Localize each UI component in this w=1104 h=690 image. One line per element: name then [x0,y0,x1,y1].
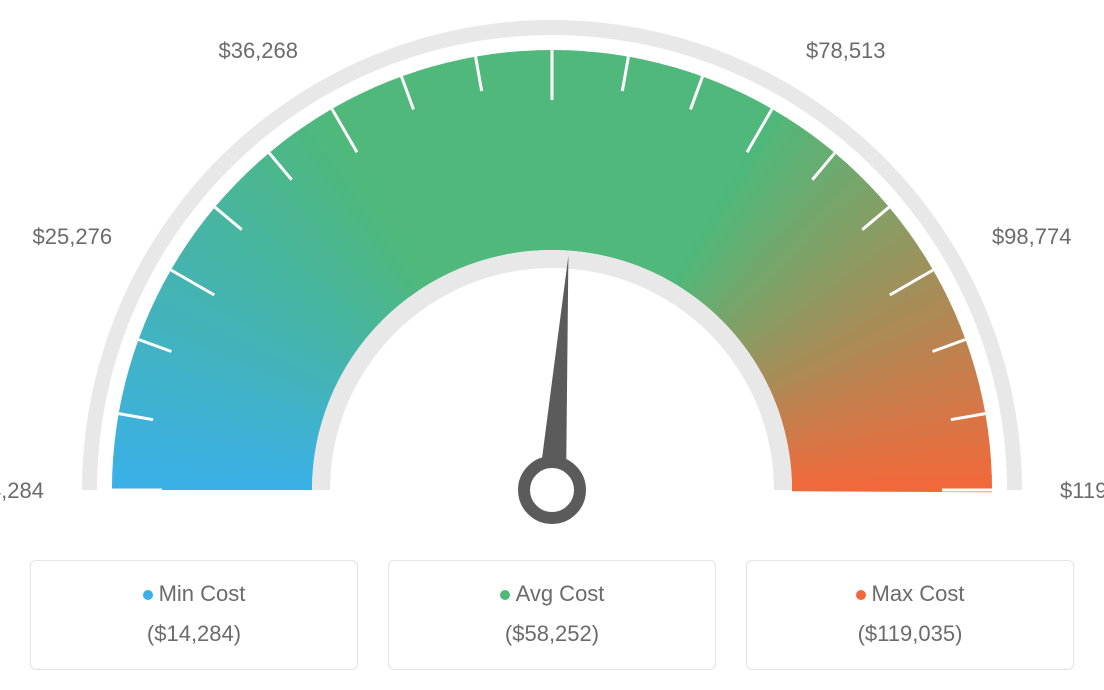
legend-title-min-text: Min Cost [159,581,246,606]
legend-card-min: Min Cost ($14,284) [30,560,358,670]
legend-value-avg: ($58,252) [399,621,705,647]
gauge-tick-label: $25,276 [33,224,113,250]
gauge-svg [0,0,1104,540]
legend-row: Min Cost ($14,284) Avg Cost ($58,252) Ma… [30,560,1074,670]
legend-value-min: ($14,284) [41,621,347,647]
legend-value-max: ($119,035) [757,621,1063,647]
legend-title-avg: Avg Cost [399,581,705,607]
legend-title-min: Min Cost [41,581,347,607]
legend-title-max: Max Cost [757,581,1063,607]
legend-dot-min [143,590,153,600]
legend-dot-max [856,590,866,600]
gauge-tick-label: $78,513 [806,38,886,64]
legend-card-max: Max Cost ($119,035) [746,560,1074,670]
gauge-tick-label: $119,035 [1060,478,1104,504]
cost-gauge-chart: $14,284$25,276$36,268$58,252$78,513$98,7… [0,0,1104,540]
gauge-tick-label: $36,268 [218,38,298,64]
legend-title-max-text: Max Cost [872,581,965,606]
gauge-tick-label: $98,774 [992,224,1072,250]
legend-dot-avg [500,590,510,600]
legend-title-avg-text: Avg Cost [516,581,605,606]
gauge-tick-label: $14,284 [0,478,44,504]
legend-card-avg: Avg Cost ($58,252) [388,560,716,670]
